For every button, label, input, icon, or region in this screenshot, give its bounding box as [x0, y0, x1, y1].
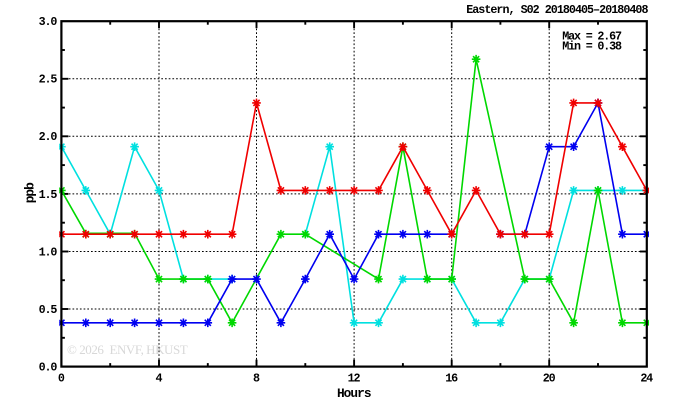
svg-text:Max = 2.67: Max = 2.67	[562, 30, 622, 44]
svg-text:24: 24	[640, 371, 653, 385]
svg-text:0: 0	[58, 371, 65, 385]
svg-text:1.5: 1.5	[39, 188, 58, 202]
svg-text:3.0: 3.0	[39, 15, 58, 29]
svg-text:Hours: Hours	[337, 386, 371, 401]
svg-text:2.5: 2.5	[39, 73, 58, 87]
svg-text:4: 4	[155, 371, 162, 385]
svg-text:20: 20	[543, 371, 556, 385]
svg-text:16: 16	[445, 371, 458, 385]
svg-text:Eastern, S02 20180405–20180408: Eastern, S02 20180405–20180408	[466, 3, 648, 17]
svg-text:0.5: 0.5	[39, 303, 58, 317]
svg-text:0.0: 0.0	[39, 361, 58, 375]
svg-text:1.0: 1.0	[39, 245, 58, 259]
svg-text:12: 12	[348, 371, 361, 385]
svg-text:2.0: 2.0	[39, 130, 58, 144]
svg-text:Min = 0.38: Min = 0.38	[562, 40, 622, 54]
svg-text:ppb: ppb	[23, 182, 38, 203]
svg-text:8: 8	[253, 371, 260, 385]
svg-text:© 2026 ENVF, HKUST: © 2026 ENVF, HKUST	[67, 342, 188, 357]
